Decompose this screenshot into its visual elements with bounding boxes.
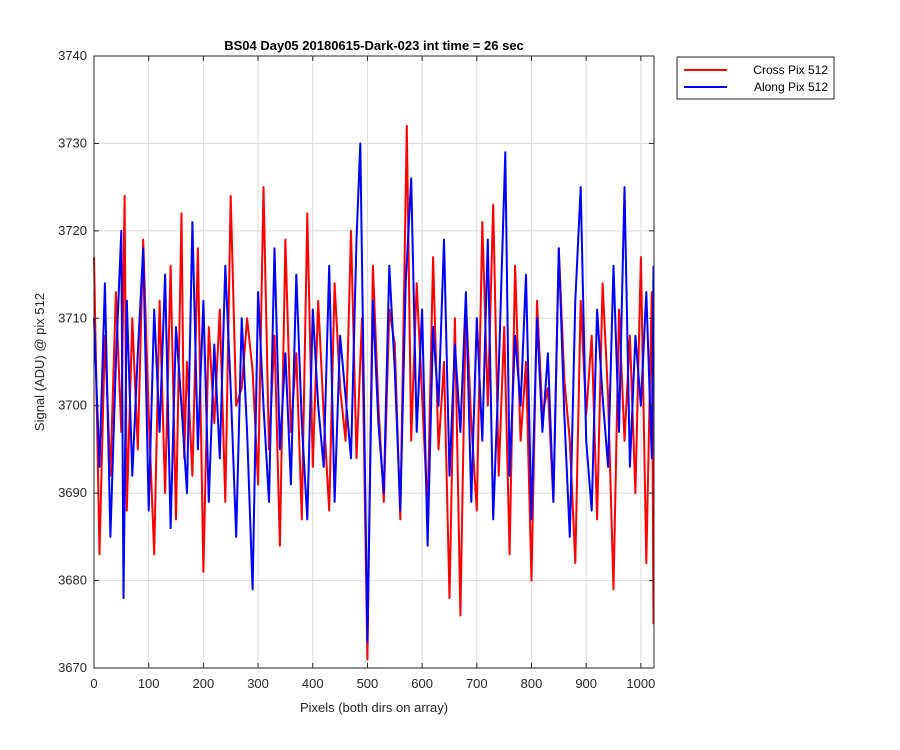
x-axis-label: Pixels (both dirs on array) [300,700,448,715]
legend-entry: Cross Pix 512 [753,63,828,77]
y-axis: 3670 3680 3690 3700 3710 3720 3730 3740 [58,48,654,675]
x-tick-label: 900 [575,676,597,691]
x-tick-label: 600 [411,676,433,691]
x-tick-label: 100 [138,676,160,691]
y-tick-label: 3720 [58,223,87,238]
series-line-cross-pix-512 [93,124,655,661]
y-tick-label: 3730 [58,135,87,150]
y-tick-label: 3690 [58,485,87,500]
x-axis: 0 100 200 300 400 500 600 700 800 900 1000 [90,56,655,691]
legend-box [676,56,835,100]
series-line-along-pix-512 [93,142,655,643]
x-tick-label: 700 [466,676,488,691]
x-tick-label: 300 [247,676,269,691]
x-tick-label: 500 [357,676,379,691]
y-axis-label: Signal (ADU) @ pix 512 [32,293,47,431]
series-layer [93,124,655,661]
x-tick-label: 800 [521,676,543,691]
x-tick-label: 200 [193,676,215,691]
x-tick-label: 1000 [626,676,655,691]
y-tick-label: 3700 [58,398,87,413]
y-tick-label: 3740 [58,48,87,63]
legend: Cross Pix 512 Along Pix 512 [676,56,835,100]
chart-title: BS04 Day05 20180615-Dark-023 int time = … [224,38,524,53]
x-tick-label: 400 [302,676,324,691]
x-tick-label: 0 [90,676,97,691]
y-tick-label: 3680 [58,573,87,588]
y-tick-label: 3710 [58,310,87,325]
plot-frame [93,55,655,669]
y-tick-label: 3670 [58,660,87,675]
legend-entry: Along Pix 512 [754,80,828,94]
